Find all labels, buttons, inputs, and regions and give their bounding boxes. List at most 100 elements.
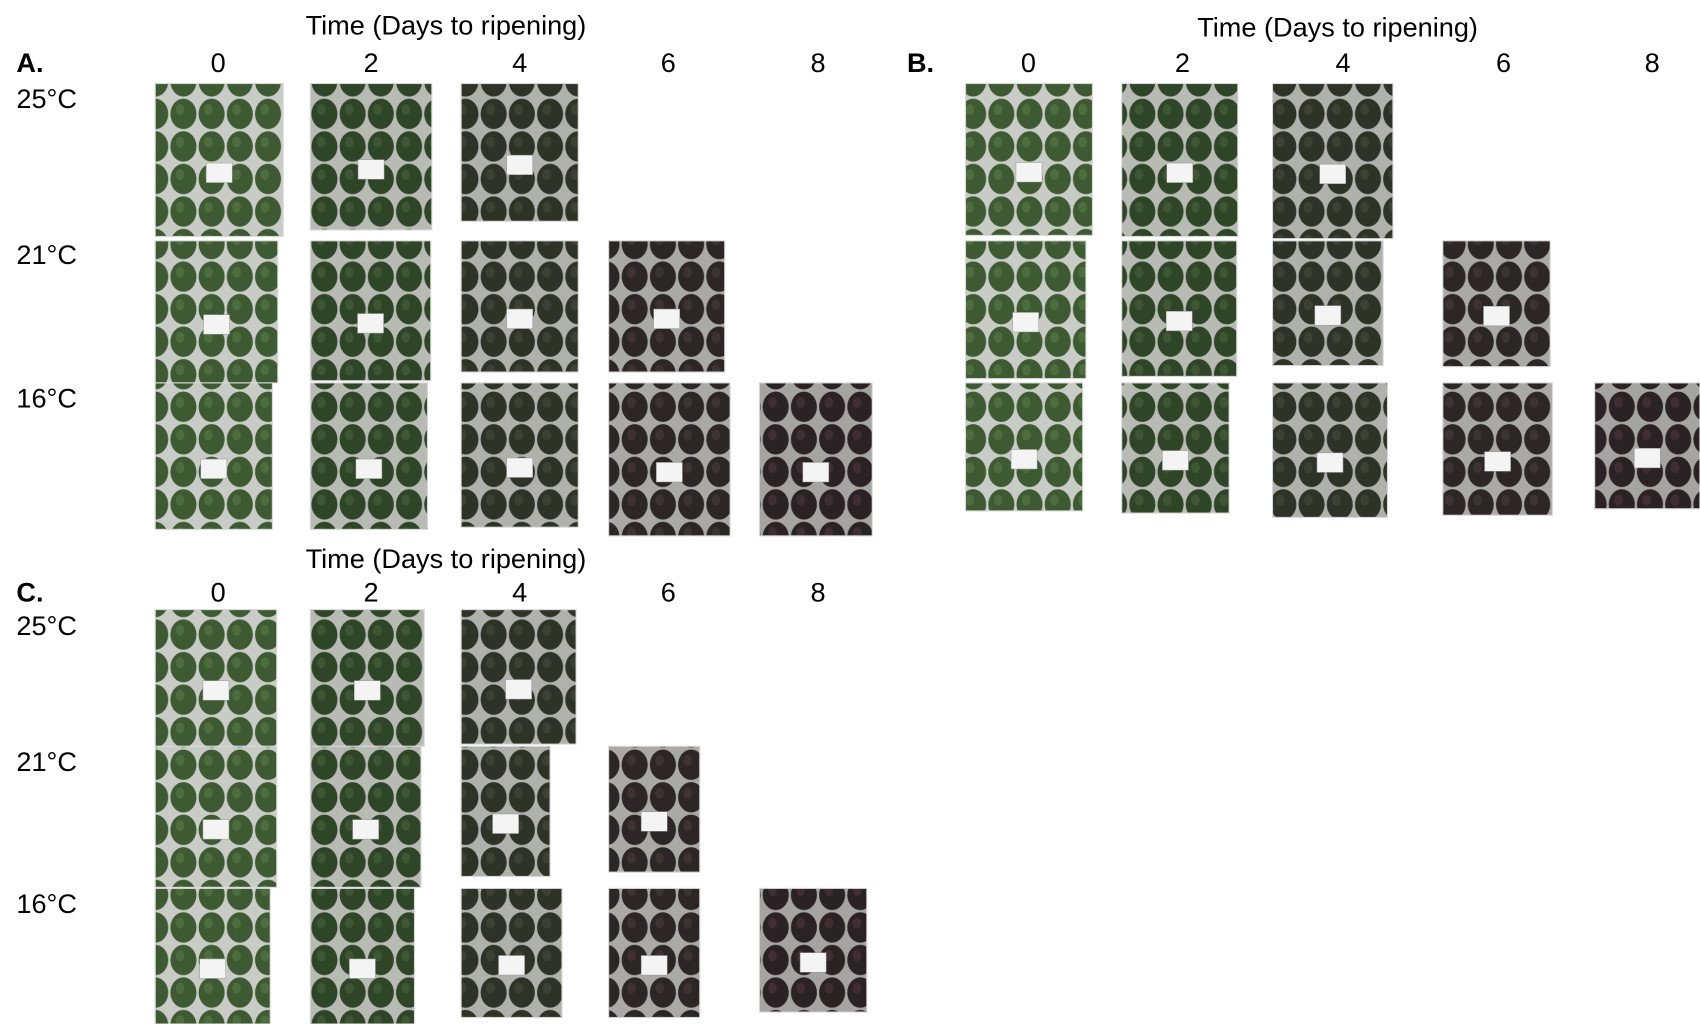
photo-background [1443,241,1550,367]
crate-label [353,820,379,840]
avocado-photo [1443,241,1550,367]
avocado-photo [966,383,1083,511]
crate-label [1167,163,1193,183]
crate-label [203,681,229,701]
photo-background [1595,383,1700,509]
crate-label [1485,452,1511,472]
panel-letter: B. [907,47,934,78]
photo-background [155,888,270,1024]
photo-background [310,888,414,1024]
photo-background [1122,383,1229,513]
day-label: 6 [1496,47,1511,78]
avocado-photo [1273,241,1384,366]
day-label: 2 [364,47,379,78]
photo-background [1273,84,1393,239]
axis-title: Time (Days to ripening) [306,9,587,40]
avocado-photo [1122,383,1229,513]
photo-background [155,746,276,887]
crate-label [203,820,229,840]
photo-background [966,84,1093,236]
photo-background [759,383,872,536]
photo-background [1122,241,1237,377]
avocado-photo [1122,84,1238,237]
photo-background [155,241,278,383]
crate-label [641,812,667,832]
day-label: 4 [512,577,527,608]
crate-label [654,309,680,329]
day-label: 0 [1021,47,1036,78]
figure: A. Time (Days to ripening) 0 2 4 6 8 25°C 21°C 16… [0,0,1700,1024]
photo-background [461,610,576,745]
crate-label [507,309,533,329]
page: {"panels": [ {"label": "A.", "title": "T… [0,0,1700,1024]
photo-background [1122,84,1238,237]
crate-label [358,314,384,334]
photo-background [461,888,562,1017]
temperature-label: 21°C [16,746,77,777]
crate-label [349,959,375,979]
photo-background [155,84,283,237]
crate-label [1317,453,1343,473]
photo-background [310,241,430,381]
crate-label [356,459,382,479]
avocado-photo [310,888,414,1024]
avocado-photo [461,383,578,527]
panel-letter: A. [16,47,43,78]
crate-label [358,160,384,180]
crate-label [1634,448,1660,468]
avocado-photo [1273,383,1388,518]
crate-label [1315,306,1341,326]
avocado-photo [461,746,550,876]
temperature-label: 21°C [16,239,77,270]
avocado-photo [1122,241,1237,377]
avocado-photo [461,241,578,372]
crate-label [506,680,532,700]
photo-background [609,383,730,536]
avocado-photo [310,383,427,529]
photo-background [310,746,421,887]
avocado-photo [759,383,872,536]
photo-background [155,610,276,747]
photo-background [461,746,550,876]
crate-label [507,155,533,175]
temperature-label: 25°C [16,83,77,114]
crate-label [354,681,380,701]
panel-letter: C. [16,577,43,608]
avocado-photo [155,888,270,1024]
avocado-photo [310,610,424,747]
avocado-photo [310,241,430,381]
photo-background [1273,241,1384,366]
avocado-photo [155,610,276,747]
day-label: 0 [211,47,226,78]
avocado-photo [155,84,283,237]
crate-label [800,953,826,973]
crate-label [641,956,667,976]
crate-label [1483,306,1509,326]
crate-label [1016,162,1042,182]
crate-label [499,956,525,976]
avocado-photo [966,241,1086,379]
photo-background [609,888,700,1017]
photo-background [310,84,431,230]
temperature-label: 16°C [16,382,77,413]
avocado-photo [310,746,421,887]
crate-label [203,315,229,335]
day-label: 4 [512,47,527,78]
photo-background [1273,383,1388,518]
avocado-photo [461,610,576,745]
photo-background [310,610,424,747]
avocado-photo [1443,383,1553,515]
day-label: 6 [661,47,676,78]
crate-label [1013,312,1039,332]
photo-background [461,84,578,222]
day-label: 8 [810,577,825,608]
photo-background [759,888,866,1012]
crate-label [200,959,226,979]
temperature-label: 25°C [16,610,77,641]
crate-label [1162,451,1188,471]
crate-label [206,163,232,183]
avocado-photo [310,84,431,230]
avocado-photo [155,241,278,383]
